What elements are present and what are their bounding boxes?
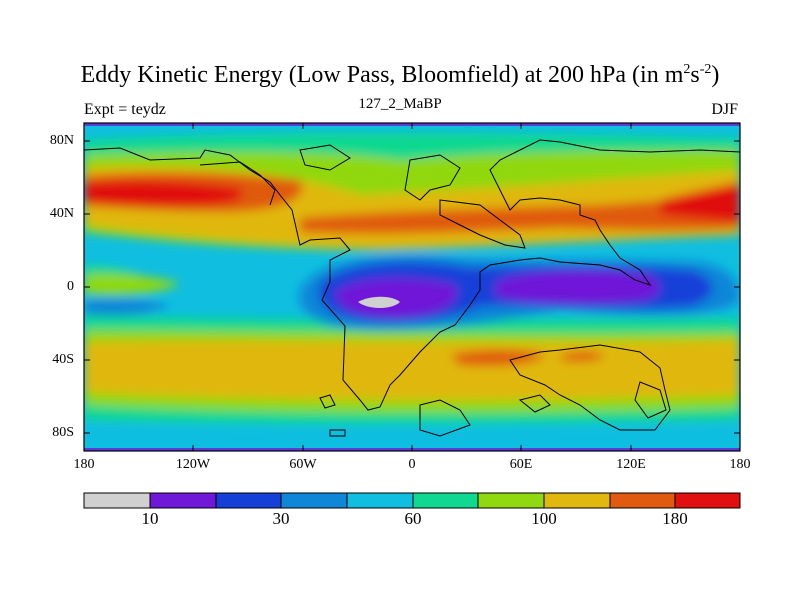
lon-label-120w: 120W xyxy=(175,457,211,472)
lat-label-40s: 40S xyxy=(52,352,74,367)
lon-label-180e: 180 xyxy=(729,457,751,472)
colorbar-box-10 xyxy=(675,493,740,508)
colorbar-box-9 xyxy=(610,493,675,508)
colorbar-label-10: 10 xyxy=(141,509,159,528)
asian-jet-orange xyxy=(300,196,740,234)
atlantic-low-violet xyxy=(335,278,458,318)
island-outline xyxy=(518,394,551,413)
colorbar-box-5 xyxy=(347,493,413,508)
lon-label-60w: 60W xyxy=(289,457,317,472)
tasman-outline xyxy=(634,381,667,419)
australia-antarctic-coast xyxy=(509,344,671,431)
minimum-grey-patch xyxy=(358,296,400,308)
colorbar-box-4 xyxy=(281,493,347,508)
colorbar-label-100: 100 xyxy=(531,509,557,528)
lat-label-80s: 80S xyxy=(52,425,74,440)
colorbar-label-180: 180 xyxy=(662,509,688,528)
plot-title: Eddy Kinetic Energy (Low Pass, Bloomfiel… xyxy=(80,62,720,88)
south-island-2 xyxy=(329,429,346,437)
lon-label-60e: 60E xyxy=(509,457,533,472)
indian-low-violet xyxy=(495,270,661,304)
lat-label-eq: 0 xyxy=(67,279,74,294)
asian-jet-core xyxy=(660,182,740,222)
south-band-yellow xyxy=(84,340,740,400)
coastlines xyxy=(84,139,740,437)
greenland-coast xyxy=(299,144,351,171)
south-island-1 xyxy=(319,394,336,409)
antarctic-peninsula xyxy=(419,399,471,437)
season-label: DJF xyxy=(711,101,738,118)
hudson-coast xyxy=(199,161,276,206)
southern-jet-patch-2 xyxy=(560,351,605,362)
southern-jet-patch xyxy=(450,349,545,366)
south-polar-cyan xyxy=(84,425,740,451)
lat-label-40n: 40N xyxy=(49,206,74,221)
main-coastline xyxy=(84,139,740,411)
colorbar-box-3 xyxy=(216,493,281,508)
contour-fill xyxy=(84,123,740,451)
colorbar xyxy=(83,492,741,509)
colorbar-box-8 xyxy=(544,493,610,508)
colorbar-box-7 xyxy=(478,493,544,508)
axis-ticks xyxy=(84,123,740,451)
colorbar-box-1 xyxy=(84,493,150,508)
experiment-label: Expt = teydz xyxy=(84,101,166,118)
mediterranean-coast xyxy=(439,199,526,249)
pacific-blue-patch xyxy=(84,298,170,316)
europe-north-coast xyxy=(404,154,461,201)
colorbar-box-6 xyxy=(413,493,478,508)
pacific-jet-core xyxy=(84,180,243,206)
equatorial-lime xyxy=(84,273,180,295)
experiment-id: 127_2_MaBP xyxy=(358,96,442,112)
lat-label-80n: 80N xyxy=(49,133,74,148)
lon-label-0: 0 xyxy=(408,457,416,472)
lon-label-120e: 120E xyxy=(616,457,646,472)
lon-label-180w: 180 xyxy=(73,457,95,472)
colorbar-label-30: 30 xyxy=(272,509,290,528)
colorbar-box-2 xyxy=(150,493,216,508)
colorbar-label-60: 60 xyxy=(404,509,422,528)
